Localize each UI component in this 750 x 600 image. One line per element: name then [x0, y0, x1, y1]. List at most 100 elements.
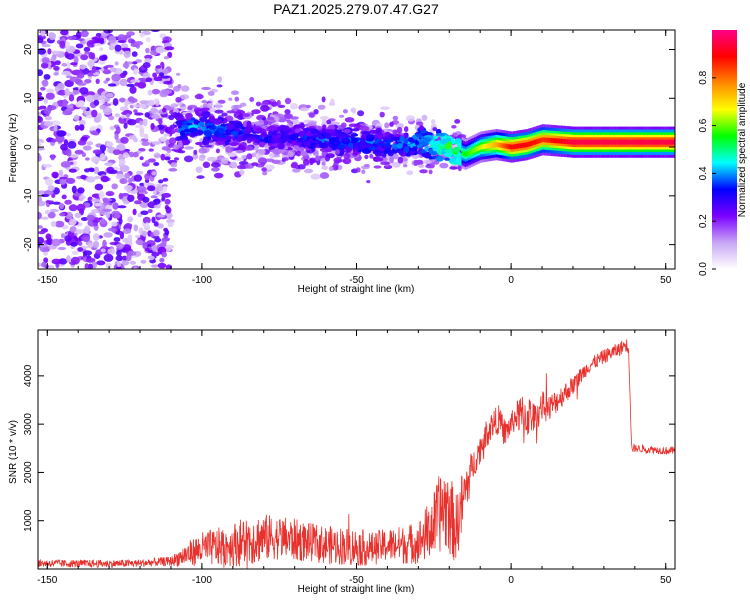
- spectrogram-cell: [181, 85, 190, 92]
- spectrogram-band-cell: [668, 139, 671, 145]
- spectrogram-cell: [176, 72, 181, 76]
- spectrogram-cell: [201, 86, 212, 91]
- spectrogram-cell: [46, 88, 55, 94]
- spectrogram-cell: [329, 98, 335, 105]
- spectrogram-cell: [455, 157, 461, 164]
- spectrogram-cell: [122, 152, 130, 159]
- spectrogram-cell: [384, 139, 394, 143]
- spectrogram-band-cell: [573, 139, 575, 145]
- spectrogram-cell: [41, 57, 50, 64]
- spectrogram-cell: [337, 133, 346, 138]
- spectrogram-cell: [38, 37, 44, 44]
- spectrogram-cell: [129, 260, 137, 265]
- spectrogram-band-cell: [662, 139, 665, 145]
- y-tick-label: 0: [23, 144, 34, 150]
- spectrogram-x-label: Height of straight line (km): [298, 284, 415, 295]
- spectrogram-cell: [251, 152, 257, 158]
- x-tick-label: 50: [660, 575, 672, 586]
- spectrogram-cell: [108, 115, 115, 121]
- spectrogram-cell: [129, 85, 137, 94]
- spectrogram-cell: [451, 125, 457, 129]
- spectrogram-cell: [162, 192, 172, 198]
- spectrogram-cell: [76, 82, 87, 86]
- spectrogram-cell: [111, 73, 121, 82]
- spectrogram-cell: [58, 258, 68, 265]
- spectrogram-cell: [75, 229, 85, 234]
- spectrogram-cell: [449, 166, 458, 170]
- spectrogram-cell: [170, 103, 179, 108]
- spectrogram-cell: [43, 108, 52, 115]
- spectrogram-cell: [202, 161, 211, 169]
- spectrogram-cell: [273, 130, 278, 136]
- spectrogram-cell: [308, 125, 316, 130]
- spectrogram-band-cell: [562, 138, 564, 144]
- spectrogram-cell: [119, 50, 124, 55]
- spectrogram-band-cell: [504, 143, 507, 149]
- spectrogram-band-cell: [607, 139, 609, 145]
- figure-title: PAZ1.2025.279.07.47.G27: [273, 1, 439, 17]
- spectrogram-cell: [137, 81, 147, 89]
- spectrogram-cell: [165, 264, 172, 269]
- spectrogram-cell: [431, 119, 436, 125]
- x-tick-label: 0: [508, 275, 514, 286]
- snr-y-ticks: 1000 2000 3000 4000: [23, 364, 675, 532]
- spectrogram-cell: [151, 114, 160, 120]
- spectrogram-band-cell: [542, 137, 544, 143]
- spectrogram-cell: [144, 222, 150, 229]
- spectrogram-band-cell: [624, 139, 626, 145]
- spectrogram-cell: [241, 155, 247, 160]
- spectrogram-cell: [49, 208, 59, 213]
- spectrogram-cell: [80, 174, 87, 180]
- spectrogram-cell: [351, 128, 360, 132]
- spectrogram-cell: [352, 150, 359, 155]
- spectrogram-cell: [259, 140, 265, 148]
- spectrogram-band-cell: [528, 141, 530, 147]
- spectrogram-cell: [153, 221, 159, 227]
- spectrogram-cell: [124, 99, 129, 108]
- spectrogram-cell: [134, 200, 142, 205]
- spectrogram-cell: [162, 186, 168, 192]
- y-tick-label: 4000: [23, 364, 34, 387]
- spectrogram-cell: [57, 246, 67, 251]
- spectrogram-band-cell: [625, 139, 628, 145]
- spectrogram-cell: [268, 130, 274, 136]
- spectrogram-cell: [405, 115, 415, 122]
- spectrogram-cell: [191, 131, 197, 136]
- spectrogram-cell: [298, 130, 305, 137]
- spectrogram-cell: [76, 31, 82, 39]
- spectrogram-cell: [41, 44, 51, 48]
- spectrogram-cell: [142, 62, 151, 69]
- spectrogram-cell: [53, 72, 59, 76]
- spectrogram-cell: [147, 255, 155, 261]
- spectrogram-cell: [116, 249, 122, 257]
- spectrogram-band-cell: [644, 139, 646, 145]
- spectrogram-cell: [40, 30, 46, 37]
- spectrogram-cell: [55, 134, 65, 143]
- spectrogram-cell: [153, 198, 161, 205]
- spectrogram-cell: [429, 161, 435, 169]
- spectrogram-cell: [86, 94, 95, 103]
- colorbar-tick-label: 0.8: [698, 70, 709, 84]
- spectrogram-band-cell: [531, 140, 533, 146]
- spectrogram-cell: [419, 125, 424, 132]
- spectrogram-band-cell: [665, 139, 668, 145]
- snr-frame: [37, 329, 676, 570]
- spectrogram-cell: [145, 77, 153, 82]
- spectrogram-cell: [139, 33, 146, 38]
- spectrogram-cell: [98, 190, 105, 199]
- spectrogram-cell: [271, 159, 281, 164]
- spectrogram-cell: [396, 126, 403, 134]
- spectrogram-cell: [87, 263, 93, 269]
- spectrogram-cell: [38, 69, 43, 77]
- spectrogram-cell: [340, 122, 347, 128]
- spectrogram-cell: [328, 166, 334, 172]
- spectrogram-cell: [290, 162, 298, 169]
- spectrogram-band-cell: [630, 139, 632, 145]
- spectrogram-cell: [102, 239, 107, 248]
- spectrogram-band-cell: [494, 142, 496, 148]
- spectrogram-cell: [444, 157, 450, 161]
- x-tick-label: -50: [349, 575, 364, 586]
- spectrogram-cell: [112, 98, 119, 106]
- spectrogram-cell: [286, 119, 291, 124]
- spectrogram-cell: [78, 38, 84, 42]
